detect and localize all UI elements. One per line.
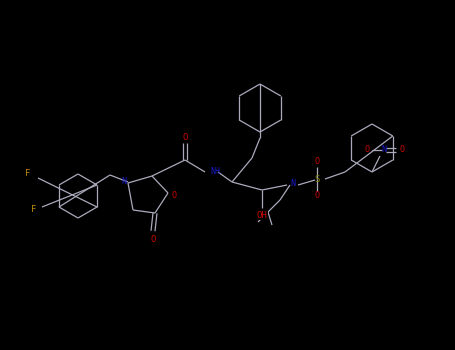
Text: N: N	[290, 178, 295, 188]
Text: O: O	[150, 234, 156, 244]
Text: F: F	[25, 169, 30, 178]
Text: N: N	[381, 146, 386, 154]
Text: N: N	[121, 176, 126, 186]
Text: NH: NH	[210, 168, 220, 176]
Text: S: S	[314, 175, 320, 183]
Text: O: O	[172, 190, 177, 199]
Text: O: O	[399, 146, 404, 154]
Text: O: O	[182, 133, 187, 141]
Text: OH: OH	[257, 210, 268, 219]
Text: F: F	[31, 204, 37, 214]
Text: O: O	[364, 146, 369, 154]
Text: O: O	[314, 158, 319, 167]
Text: O: O	[314, 191, 319, 201]
